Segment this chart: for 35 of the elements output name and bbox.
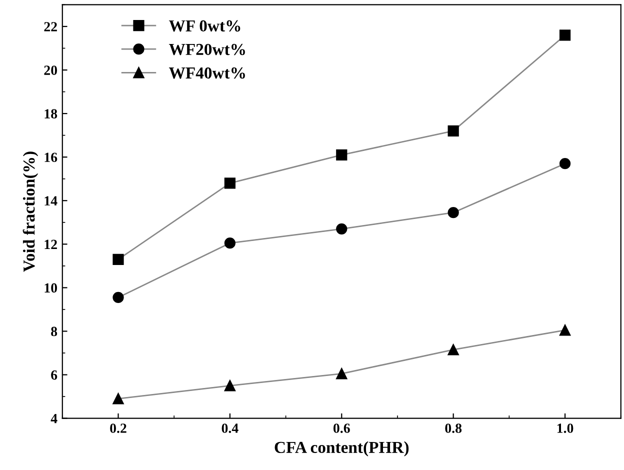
point bbox=[112, 292, 124, 304]
y-tick-label: 22 bbox=[44, 22, 57, 32]
point bbox=[448, 344, 459, 356]
point bbox=[336, 368, 348, 380]
y-tick-label: 8 bbox=[51, 326, 58, 336]
point bbox=[559, 158, 571, 170]
legend-label: WF20wt% bbox=[168, 44, 245, 56]
x-axis-title: CFA content(PHR) bbox=[274, 441, 409, 456]
point bbox=[336, 149, 348, 160]
y-tick-label: 20 bbox=[44, 66, 58, 75]
point bbox=[224, 238, 236, 249]
y-tick-label: 12 bbox=[44, 240, 57, 249]
x-tick-label: 0.4 bbox=[222, 424, 238, 433]
point bbox=[336, 223, 348, 234]
x-tick-label: 0.2 bbox=[110, 424, 126, 433]
y-tick-label: 16 bbox=[44, 152, 58, 162]
point bbox=[448, 125, 459, 137]
point bbox=[112, 254, 124, 265]
x-tick-label: 0.6 bbox=[333, 424, 350, 433]
y-tick-label: 10 bbox=[44, 283, 58, 293]
point bbox=[448, 207, 459, 218]
y-tick-label: 4 bbox=[50, 414, 58, 424]
legend-label: WF40wt% bbox=[168, 67, 245, 79]
point bbox=[112, 393, 124, 404]
y-axis-title: Void fraction(%) bbox=[22, 152, 38, 272]
y-tick-label: 18 bbox=[44, 109, 58, 118]
y-tick-label: 14 bbox=[44, 196, 58, 206]
point bbox=[559, 324, 571, 336]
x-tick-label: 0.8 bbox=[445, 424, 462, 433]
point bbox=[559, 30, 571, 41]
x-tick-label: 1.0 bbox=[557, 424, 574, 433]
legend-label: WF 0wt% bbox=[168, 20, 240, 32]
y-tick-label: 6 bbox=[51, 370, 58, 380]
point bbox=[224, 178, 236, 189]
point bbox=[224, 380, 236, 392]
